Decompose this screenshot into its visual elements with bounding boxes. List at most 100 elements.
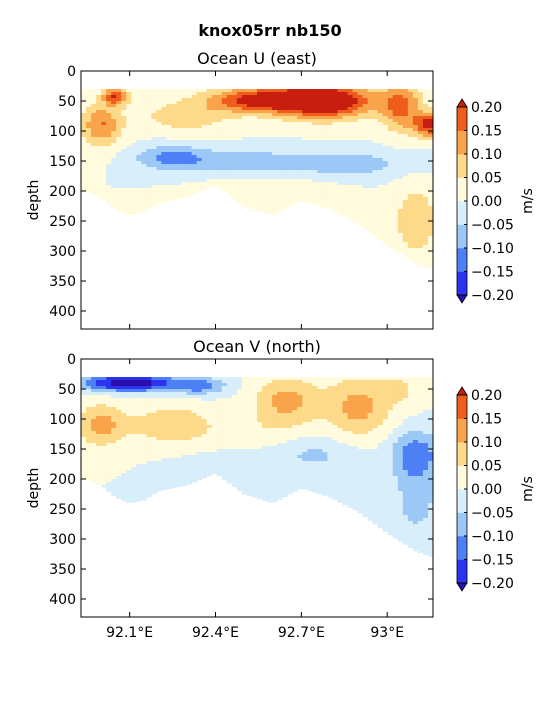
heatmap-cell: [131, 443, 137, 447]
heatmap-cell: [116, 185, 122, 189]
heatmap-cell: [186, 413, 193, 417]
heatmap-cell: [292, 107, 298, 111]
heatmap-cell: [181, 404, 187, 408]
heatmap-cell: [302, 170, 308, 174]
heatmap-cell: [166, 470, 172, 474]
heatmap-cell: [277, 464, 283, 468]
heatmap-cell: [121, 95, 127, 99]
heatmap-cell: [332, 461, 338, 465]
heatmap-cell: [282, 473, 288, 477]
heatmap-cell: [292, 440, 298, 444]
heatmap-cell: [347, 185, 353, 189]
heatmap-cell: [226, 464, 233, 468]
heatmap-cell: [211, 383, 218, 387]
heatmap-cell: [226, 152, 233, 156]
heatmap-cell: [417, 113, 424, 117]
heatmap-cell: [126, 437, 132, 441]
heatmap-cell: [287, 179, 293, 183]
heatmap-cell: [136, 482, 142, 486]
heatmap-cell: [357, 152, 363, 156]
heatmap-cell: [221, 407, 228, 411]
heatmap-cell: [211, 95, 218, 99]
heatmap-cell: [146, 152, 152, 156]
heatmap-cell: [86, 455, 92, 459]
heatmap-cell: [367, 194, 374, 198]
heatmap-cell: [121, 185, 127, 189]
heatmap-cell: [96, 440, 102, 444]
heatmap-cell: [407, 191, 414, 195]
heatmap-cell: [412, 110, 419, 114]
heatmap-cell: [151, 473, 157, 477]
heatmap-cell: [136, 119, 142, 123]
heatmap-cell: [226, 98, 233, 102]
heatmap-cell: [297, 419, 303, 423]
heatmap-cell: [111, 152, 117, 156]
heatmap-cell: [171, 443, 177, 447]
heatmap-cell: [412, 254, 419, 258]
heatmap-cell: [322, 473, 328, 477]
heatmap-cell: [282, 119, 288, 123]
heatmap-cell: [136, 104, 142, 108]
heatmap-cell: [221, 116, 228, 120]
heatmap-cell: [121, 125, 127, 129]
heatmap-cell: [332, 179, 338, 183]
heatmap-cell: [382, 191, 389, 195]
heatmap-cell: [216, 107, 223, 111]
heatmap-cell: [126, 476, 132, 480]
heatmap-cell: [181, 176, 187, 180]
heatmap-cell: [357, 137, 363, 141]
heatmap-cell: [161, 446, 167, 450]
heatmap-cell: [246, 386, 253, 390]
heatmap-cell: [111, 416, 117, 420]
heatmap-cell: [312, 413, 318, 417]
heatmap-cell: [372, 128, 379, 132]
heatmap-cell: [201, 167, 208, 171]
heatmap-cell: [151, 467, 157, 471]
heatmap-cell: [171, 152, 177, 156]
heatmap-cell: [267, 176, 273, 180]
heatmap-cell: [131, 197, 137, 201]
heatmap-cell: [292, 140, 298, 144]
heatmap-cell: [297, 449, 303, 453]
heatmap-cell: [402, 125, 409, 129]
heatmap-cell: [292, 452, 298, 456]
heatmap-cell: [317, 470, 323, 474]
heatmap-cell: [337, 92, 343, 96]
heatmap-cell: [141, 122, 147, 126]
heatmap-cell: [101, 410, 107, 414]
heatmap-cell: [257, 425, 263, 429]
heatmap-cell: [236, 101, 243, 105]
heatmap-cell: [427, 257, 434, 261]
heatmap-cell: [246, 482, 253, 486]
heatmap-cell: [307, 476, 313, 480]
heatmap-cell: [161, 383, 167, 387]
heatmap-cell: [277, 188, 283, 192]
heatmap-cell: [246, 200, 253, 204]
heatmap-cell: [251, 488, 258, 492]
heatmap-cell: [201, 383, 208, 387]
heatmap-cell: [186, 467, 193, 471]
heatmap-cell: [427, 182, 434, 186]
heatmap-cell: [282, 92, 288, 96]
heatmap-cell: [282, 446, 288, 450]
heatmap-cell: [272, 182, 278, 186]
heatmap-cell: [241, 395, 248, 399]
heatmap-cell: [216, 467, 223, 471]
heatmap-cell: [101, 137, 107, 141]
heatmap-cell: [221, 161, 228, 165]
heatmap-cell: [312, 443, 318, 447]
heatmap-cell: [272, 176, 278, 180]
heatmap-cell: [287, 431, 293, 435]
heatmap-cell: [96, 419, 102, 423]
heatmap-cell: [201, 419, 208, 423]
heatmap-cell: [226, 416, 233, 420]
heatmap-cell: [287, 458, 293, 462]
heatmap-cell: [277, 443, 283, 447]
heatmap-cell: [121, 131, 127, 135]
heatmap-cell: [236, 125, 243, 129]
heatmap-cell: [337, 428, 343, 432]
heatmap-cell: [332, 416, 338, 420]
heatmap-cell: [236, 98, 243, 102]
heatmap-cell: [156, 398, 162, 402]
heatmap-cell: [141, 98, 147, 102]
